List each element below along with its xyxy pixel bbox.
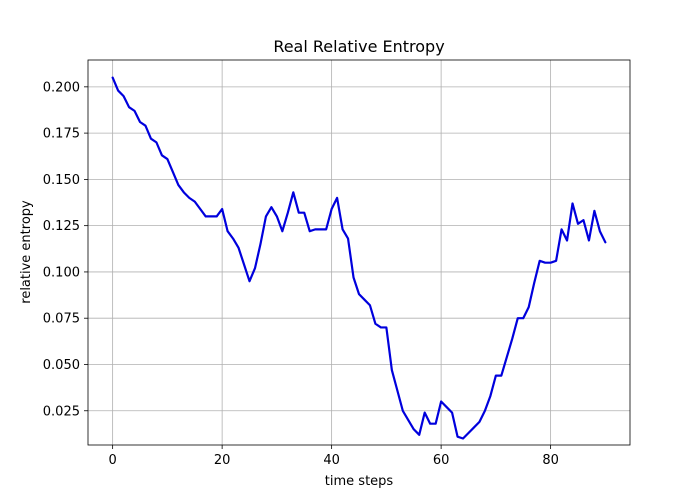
x-tick-label: 80 <box>542 453 559 468</box>
y-tick-label: 0.050 <box>43 358 80 373</box>
y-tick-label: 0.100 <box>43 265 80 280</box>
x-tick-label: 40 <box>323 453 340 468</box>
y-tick-label: 0.125 <box>43 219 80 234</box>
x-axis-label: time steps <box>325 474 394 489</box>
y-axis-label: relative entropy <box>19 200 34 304</box>
axis-ticks: 0 20 40 60 80 0.025 0.050 0.075 0.100 0.125 0.150 0… <box>43 80 559 468</box>
y-tick-label: 0.175 <box>43 127 80 142</box>
x-tick-label: 0 <box>108 453 116 468</box>
x-tick-label: 60 <box>433 453 450 468</box>
y-tick-label: 0.025 <box>43 404 80 419</box>
y-tick-label: 0.150 <box>43 173 80 188</box>
y-tick-label: 0.200 <box>43 80 80 95</box>
chart-title: Real Relative Entropy <box>273 37 444 56</box>
y-tick-label: 0.075 <box>43 312 80 327</box>
x-tick-label: 20 <box>214 453 231 468</box>
data-series <box>111 76 607 440</box>
series-line <box>111 76 607 440</box>
grid-lines <box>88 60 630 445</box>
plot-frame <box>87 59 631 446</box>
